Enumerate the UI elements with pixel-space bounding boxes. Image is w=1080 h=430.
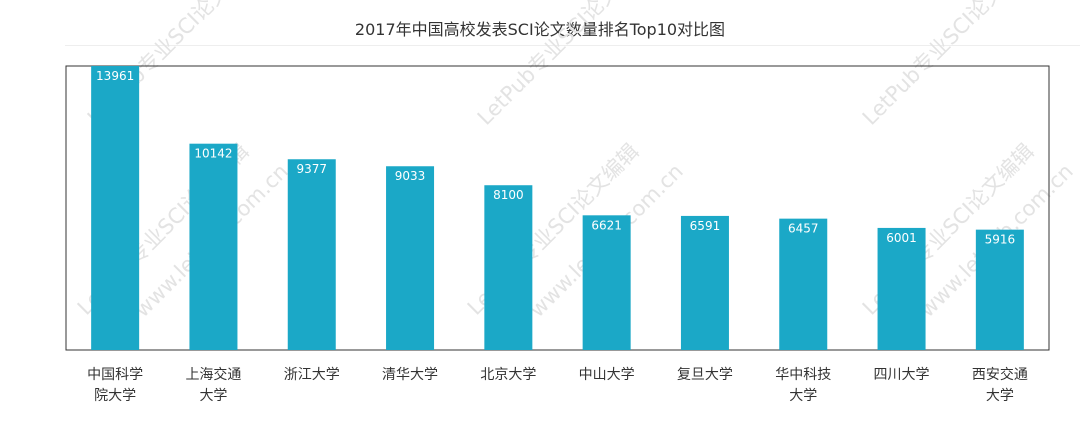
bar [484, 185, 533, 350]
bar [287, 159, 336, 350]
bar-value-label: 6621 [591, 218, 622, 232]
bar-value-label: 6457 [788, 222, 819, 236]
bar [680, 215, 729, 350]
bar [91, 66, 140, 350]
x-tick-label: 复旦大学 [677, 366, 733, 383]
chart-title: 2017年中国高校发表SCI论文数量排名Top10对比图 [354, 20, 726, 39]
bar-value-label: 8100 [493, 188, 524, 202]
x-tick-label: 华中科技 [775, 367, 831, 383]
x-tick-label: 上海交通 [185, 366, 241, 383]
bar-value-label: 6001 [886, 231, 917, 245]
bar [779, 218, 828, 350]
bar [582, 215, 631, 350]
x-tick-label: 大学 [199, 388, 227, 404]
bar [877, 227, 926, 350]
x-tick-label: 中国科学 [87, 367, 143, 383]
x-tick-label: 中山大学 [579, 367, 635, 383]
bar-value-label: 9377 [296, 162, 327, 176]
x-tick-label: 四川大学 [874, 367, 930, 383]
plot-frame [65, 65, 1050, 351]
x-tick-label: 北京大学 [480, 367, 536, 383]
bar-value-label: 13961 [96, 69, 134, 83]
bar [975, 229, 1024, 350]
bar-value-label: 5916 [985, 233, 1016, 247]
title-divider [65, 45, 1080, 46]
bar-value-label: 6591 [690, 219, 721, 233]
x-tick-label: 西安交通 [972, 366, 1028, 383]
x-tick-label: 浙江大学 [284, 367, 340, 383]
x-tick-label: 清华大学 [382, 367, 438, 383]
x-tick-label: 大学 [789, 388, 817, 404]
bar [189, 143, 238, 350]
bar-value-label: 10142 [194, 147, 232, 161]
bar [386, 166, 435, 350]
x-tick-label: 大学 [986, 388, 1014, 404]
x-tick-label: 院大学 [94, 388, 136, 404]
bar-value-label: 9033 [395, 169, 426, 183]
